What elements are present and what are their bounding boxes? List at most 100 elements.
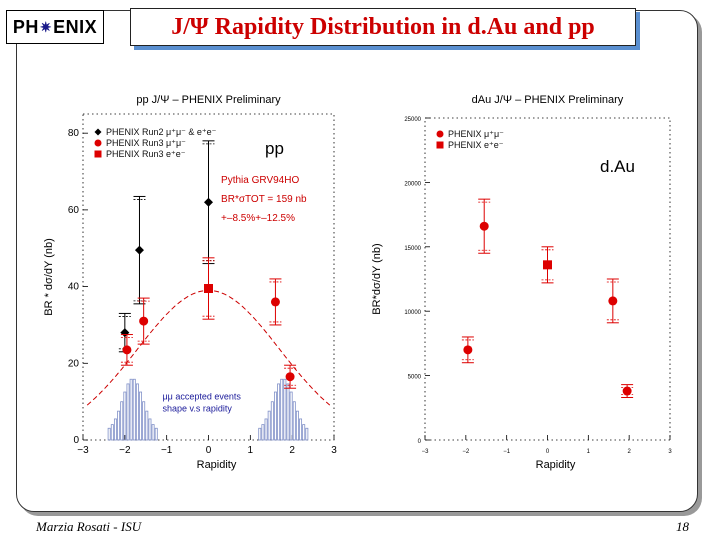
- pp-histogram-bar-right: [286, 383, 290, 441]
- page-number: 18: [676, 519, 689, 534]
- pp-histogram-bar-left: [117, 410, 121, 441]
- pp-y-tick-label: 80: [68, 128, 80, 139]
- pp-panel-label: pp: [265, 139, 284, 158]
- dau-y-axis-label: BR*dσ/dY (nb): [371, 243, 383, 314]
- dau-data-point: [622, 386, 632, 396]
- pp-histogram-bar-left: [145, 410, 149, 441]
- logo-star-icon: ✷: [39, 18, 53, 35]
- dau-y-tick-label: 5000: [408, 375, 422, 381]
- pp-model-label: BR*σTOT = 159 nb: [221, 194, 307, 205]
- pp-model-label: Pythia GRV94HO: [221, 175, 299, 186]
- dau-legend-entry: PHENIX μ⁺μ⁻: [448, 129, 504, 139]
- footer-author: Marzia Rosati - ISU: [36, 519, 142, 534]
- pp-histogram-bar-right: [280, 378, 284, 441]
- pp-x-tick-label: 0: [206, 445, 212, 456]
- pp-y-axis-label: BR * dσ/dY (nb): [43, 238, 55, 316]
- pp-histogram-bar-left: [107, 427, 111, 441]
- logo-text-left: PH: [12, 16, 39, 37]
- pp-histogram-bar-right: [292, 401, 296, 441]
- dau-legend-marker: [436, 130, 444, 138]
- pp-data-point: [139, 316, 149, 326]
- pp-legend-marker: [94, 128, 102, 136]
- pp-histogram-bar-right: [295, 410, 299, 441]
- pp-data-point: [204, 284, 213, 294]
- pp-x-tick-label: −2: [119, 445, 131, 456]
- pp-histogram-bar-left: [135, 383, 139, 441]
- pp-histogram-bar-right: [267, 410, 271, 441]
- pp-y-tick-label: 0: [73, 435, 79, 446]
- pp-histogram-bar-right: [299, 418, 303, 441]
- pp-histogram-bar-left: [154, 427, 158, 441]
- pp-x-tick-label: 3: [331, 445, 337, 456]
- dau-x-tick-label: 3: [668, 449, 672, 455]
- dau-legend-entry: PHENIX e⁺e⁻: [448, 140, 504, 150]
- pp-histogram-bar-left: [113, 418, 117, 441]
- dau-data-point: [608, 296, 618, 306]
- pp-histogram-bar-right: [283, 378, 287, 441]
- dau-x-tick-label: 2: [627, 449, 631, 455]
- pp-histogram-bar-left: [148, 418, 152, 441]
- pp-histogram-bar-right: [264, 418, 268, 441]
- pp-legend-entry: PHENIX Run3 μ⁺μ⁻: [106, 138, 186, 148]
- logo-text-right: ENIX: [53, 16, 98, 37]
- pp-y-tick-label: 60: [68, 205, 80, 216]
- pp-histogram-bar-left: [129, 378, 133, 441]
- dau-y-tick-label: 25000: [404, 117, 421, 123]
- pp-histogram-bar-left: [123, 391, 127, 441]
- pp-legend-entry: PHENIX Run2 μ⁺μ⁻ & e⁺e⁻: [106, 127, 217, 137]
- pp-y-tick-label: 20: [68, 358, 80, 369]
- dau-x-tick-label: −2: [462, 449, 470, 455]
- pp-data-point: [122, 345, 132, 355]
- pp-histogram-bar-left: [132, 378, 136, 441]
- dau-x-tick-label: −3: [422, 449, 430, 455]
- dau-data-point: [543, 260, 552, 270]
- pp-x-tick-label: −3: [77, 445, 89, 456]
- dau-y-tick-label: 15000: [404, 246, 421, 252]
- pp-model-label: +–8.5%+–12.5%: [221, 213, 295, 224]
- dau-x-tick-label: 1: [587, 449, 591, 455]
- pp-chart-title: pp J/Ψ – PHENIX Preliminary: [136, 94, 281, 106]
- dau-x-axis-label: Rapidity: [536, 459, 576, 471]
- pp-histogram-bar-right: [258, 427, 262, 441]
- pp-y-tick-label: 40: [68, 282, 80, 293]
- dau-panel-label: d.Au: [600, 157, 635, 176]
- dau-data-point: [479, 221, 489, 231]
- pp-x-tick-label: 2: [289, 445, 295, 456]
- dau-x-tick-label: −1: [503, 449, 511, 455]
- pp-histogram-bar-left: [126, 383, 130, 441]
- pp-data-point: [285, 372, 295, 382]
- pp-x-axis-label: Rapidity: [197, 459, 237, 471]
- pp-histogram-bar-left: [139, 391, 143, 441]
- dau-y-tick-label: 0: [418, 439, 422, 445]
- pp-histogram-bar-left: [142, 401, 146, 441]
- pp-rapidity-chart: pp J/Ψ – PHENIX Preliminary −3 −2 −1 0 1 2 3 0 20…: [43, 94, 337, 471]
- dau-legend-marker: [436, 141, 444, 149]
- dau-x-tick-label: 0: [546, 449, 550, 455]
- dau-rapidity-chart: dAu J/Ψ – PHENIX Preliminary −3 −2 −1 0 1 2 3 0 5…: [371, 94, 672, 471]
- pp-histogram-bar-right: [277, 383, 281, 441]
- pp-histogram-bar-right: [273, 391, 277, 441]
- pp-data-point: [120, 328, 130, 338]
- pp-histogram-bar-right: [289, 391, 293, 441]
- dau-data-point: [463, 345, 473, 355]
- dau-y-tick-label: 10000: [404, 310, 421, 316]
- pp-x-tick-label: 1: [248, 445, 254, 456]
- pp-data-point: [134, 245, 144, 255]
- pp-x-tick-label: −1: [161, 445, 173, 456]
- pp-histogram-bar-right: [261, 424, 265, 441]
- dau-chart-title: dAu J/Ψ – PHENIX Preliminary: [472, 94, 624, 106]
- slide-title: J/Ψ Rapidity Distribution in d.Au and pp: [130, 8, 636, 46]
- pp-legend-marker: [94, 139, 102, 147]
- phenix-logo: PH ✷ ENIX: [6, 10, 104, 44]
- pp-histogram-bar-left: [110, 424, 114, 441]
- pp-histogram-label: shape v.s rapidity: [162, 404, 232, 414]
- pp-histogram-bar-right: [305, 427, 309, 441]
- pp-histogram-bar-right: [302, 424, 306, 441]
- pp-histogram-bar-left: [151, 424, 155, 441]
- pp-legend-marker: [94, 150, 102, 158]
- pp-legend-entry: PHENIX Run3 e⁺e⁻: [106, 149, 186, 159]
- pp-data-point: [204, 197, 213, 207]
- pp-histogram-label: μμ accepted events: [162, 392, 241, 402]
- pp-histogram-bar-left: [120, 401, 124, 441]
- pp-data-point: [270, 297, 280, 307]
